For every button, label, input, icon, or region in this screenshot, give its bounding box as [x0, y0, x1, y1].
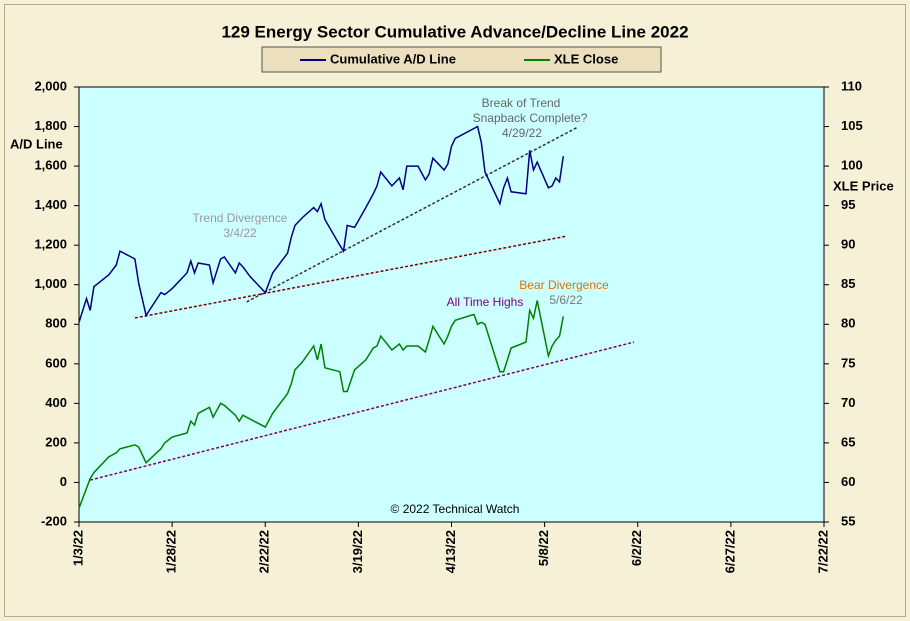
- y-tick-label: 600: [45, 355, 67, 370]
- x-tick-label: 6/27/22: [722, 530, 737, 573]
- y2-tick-label: 85: [841, 276, 855, 291]
- x-tick-label: 3/19/22: [350, 530, 365, 573]
- y-tick-label: 200: [45, 434, 67, 449]
- plot-area: [78, 86, 825, 523]
- annotation: Bear Divergence: [519, 278, 609, 292]
- y2-tick-label: 65: [841, 434, 855, 449]
- x-tick-label: 2/22/22: [257, 530, 272, 573]
- annotation: 5/6/22: [549, 293, 583, 307]
- trend-line: [89, 341, 635, 481]
- legend: [261, 46, 662, 73]
- y-axis-label: A/D Line: [10, 136, 63, 151]
- frame: [4, 4, 906, 617]
- x-tick-label: 1/3/22: [70, 530, 85, 566]
- y2-tick-label: 100: [841, 158, 863, 173]
- y2-tick-label: 80: [841, 316, 855, 331]
- chart-title: 129 Energy Sector Cumulative Advance/Dec…: [221, 22, 688, 41]
- x-tick-label: 1/28/22: [164, 530, 179, 573]
- y-tick-label: 1,600: [34, 158, 67, 173]
- y-tick-label: 0: [60, 474, 67, 489]
- annotations: Trend Divergence 3/4/22 Break of Trend S…: [193, 96, 609, 309]
- x-tick-label: 6/2/22: [629, 530, 644, 566]
- y-tick-label: 1,200: [34, 237, 67, 252]
- y-tick-label: 1,800: [34, 118, 67, 133]
- y2-tick-label: 90: [841, 237, 855, 252]
- x-tick-label: 4/13/22: [443, 530, 458, 573]
- y-tick-label: 2,000: [34, 78, 67, 93]
- annotation: Break of Trend: [482, 96, 561, 110]
- y2-tick-label: 110: [841, 78, 862, 93]
- y-tick-label: 400: [45, 395, 67, 410]
- annotation: Snapback Complete?: [473, 111, 588, 125]
- trend-line: [134, 235, 568, 319]
- y2-tick-label: 75: [841, 355, 855, 370]
- y-tick-label: 1,400: [34, 197, 67, 212]
- y-tick-label: -200: [41, 513, 67, 528]
- annotation: Trend Divergence: [193, 211, 288, 225]
- y-tick-label: 1,000: [34, 276, 67, 291]
- series-line: [78, 125, 565, 323]
- annotation: All Time Highs: [447, 295, 524, 309]
- y2-tick-label: 55: [841, 513, 855, 528]
- legend-label: Cumulative A/D Line: [330, 51, 456, 66]
- legend-label: XLE Close: [554, 51, 618, 66]
- series-line: [78, 300, 565, 509]
- annotation: 4/29/22: [502, 126, 542, 140]
- credit: © 2022 Technical Watch: [391, 502, 520, 516]
- legend-items: Cumulative A/D Line XLE Close: [300, 51, 618, 66]
- y2-axis-label: XLE Price: [833, 178, 894, 193]
- y2-tick-label: 95: [841, 197, 855, 212]
- y-tick-label: 800: [45, 316, 67, 331]
- annotation: 3/4/22: [223, 226, 257, 240]
- x-tick-label: 7/22/22: [815, 530, 830, 573]
- y2-tick-label: 70: [841, 395, 855, 410]
- x-tick-label: 5/8/22: [536, 530, 551, 566]
- y2-tick-label: 105: [841, 118, 863, 133]
- y2-tick-label: 60: [841, 474, 855, 489]
- trend-line: [246, 126, 579, 303]
